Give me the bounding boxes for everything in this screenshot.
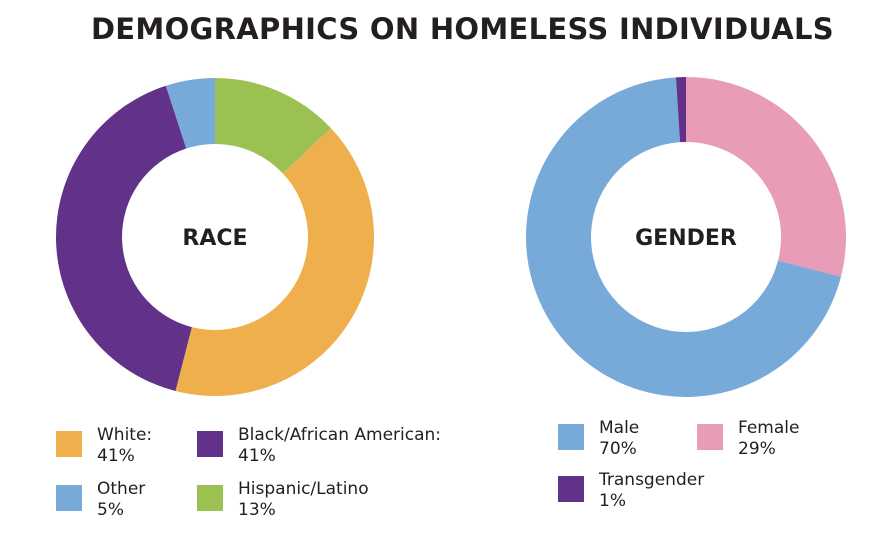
legend-value: 29%	[738, 439, 776, 459]
legend-label: Male	[599, 418, 640, 438]
legend-item-male: Male 70%	[558, 418, 639, 460]
chart-title: DEMOGRAPHICS ON HOMELESS INDIVIDUALS	[90, 12, 834, 46]
slice-female	[686, 77, 846, 277]
legend-value: 13%	[238, 500, 276, 520]
legend-value: 70%	[599, 439, 637, 459]
legend-label: White:	[97, 425, 153, 445]
legend-value: 5%	[97, 500, 124, 520]
slice-hispanic-latino	[215, 78, 331, 174]
legend-value: 41%	[238, 446, 276, 466]
legend-label: Black/African American:	[238, 425, 442, 445]
legend-swatch	[558, 424, 584, 450]
legend-item-other: Other 5%	[56, 479, 145, 521]
legend-label: Transgender	[599, 470, 705, 490]
legend-label: Hispanic/Latino	[238, 479, 369, 499]
legend-item-female: Female 29%	[697, 418, 799, 460]
legend-swatch	[197, 485, 223, 511]
center-label: RACE	[182, 226, 247, 251]
slice-male	[526, 77, 841, 397]
legend-item-black: Black/African American: 41%	[197, 425, 441, 467]
legend-item-white: White: 41%	[56, 425, 152, 467]
legend-swatch	[56, 485, 82, 511]
slice-transgender	[675, 77, 686, 143]
legend-item-transgender: Transgender 1%	[558, 470, 704, 512]
legend-value: 1%	[599, 491, 626, 511]
slice-other	[165, 78, 215, 149]
slice-white	[175, 128, 374, 396]
legend-item-hispanic: Hispanic/Latino 13%	[197, 479, 369, 521]
center-label: GENDER	[635, 226, 737, 251]
legend-label: Other	[97, 479, 146, 499]
legend-swatch	[558, 476, 584, 502]
legend-label: Female	[738, 418, 800, 438]
legend-swatch	[697, 424, 723, 450]
slice-black-african-american	[56, 85, 192, 392]
legend-value: 41%	[97, 446, 135, 466]
legend-swatch	[56, 431, 82, 457]
legend-swatch	[197, 431, 223, 457]
